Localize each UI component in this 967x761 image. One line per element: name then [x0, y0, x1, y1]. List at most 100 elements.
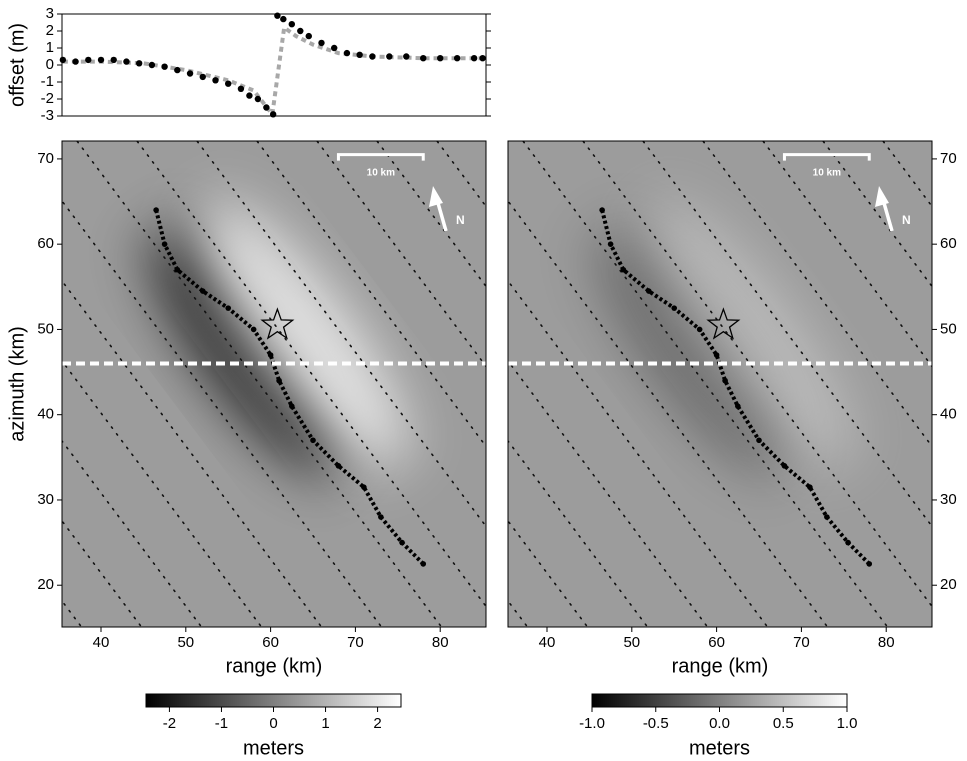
fault-point — [599, 207, 605, 213]
map-frame — [61, 140, 487, 628]
colorbar-tick-label: 0.5 — [773, 715, 794, 732]
colorbar-tick-label: 1.0 — [837, 715, 858, 732]
map-frame — [507, 140, 933, 628]
scale-bar-label: 10 km — [813, 167, 841, 178]
track-dots — [508, 279, 769, 627]
y-tick-label: 50 — [37, 320, 54, 337]
fault-point — [276, 377, 282, 384]
fault-point — [722, 377, 728, 384]
fault-point — [607, 241, 614, 247]
colorbar-tick-label: -1.0 — [579, 715, 605, 732]
colorbar-tick-label: -1 — [215, 715, 228, 732]
track-dots — [62, 199, 383, 627]
fault-point — [420, 561, 427, 567]
colorbar-tick-label: -2 — [163, 715, 176, 732]
offset-point — [386, 53, 393, 60]
fault-point — [781, 463, 788, 469]
y-tick-label: 40 — [37, 406, 54, 423]
offset-point — [72, 58, 79, 65]
deformation-high — [199, 204, 406, 466]
x-tick-label: 80 — [432, 634, 449, 651]
track-dots — [508, 359, 709, 627]
y-tick-label: 70 — [940, 150, 957, 167]
x-tick-label: 70 — [793, 634, 810, 651]
y-tick-label: 2 — [46, 22, 54, 39]
offset-point — [297, 27, 304, 35]
fault-point — [845, 539, 851, 546]
offset-point — [470, 55, 478, 62]
x-tick-label: 50 — [177, 634, 194, 651]
track-dots — [76, 141, 443, 627]
fault-point — [807, 484, 813, 490]
y-tick-label: -3 — [41, 107, 54, 124]
track-dots — [702, 141, 932, 448]
colorbar-tick-label: 1 — [321, 715, 329, 732]
fault-point — [756, 437, 762, 444]
y-tick-label: 40 — [940, 406, 957, 423]
fault-point — [866, 561, 873, 567]
offset-point — [186, 70, 194, 77]
scale-bar — [336, 153, 425, 161]
plot-frame — [61, 13, 487, 117]
north-arrow — [882, 202, 894, 232]
colorbar-tick-label: 2 — [373, 715, 381, 732]
x-tick-label: 60 — [708, 634, 725, 651]
fault-point — [174, 266, 181, 273]
fault-point — [620, 266, 627, 273]
offset-point — [246, 92, 253, 99]
track-dots — [928, 121, 967, 681]
offset-point — [212, 77, 219, 84]
epicenter-star — [706, 307, 741, 340]
offset-point — [254, 95, 262, 103]
y-tick-label: -1 — [41, 73, 54, 90]
y-axis-label: azimuth (km) — [6, 326, 28, 442]
fault-point — [199, 288, 206, 294]
y-tick-label: 20 — [37, 576, 54, 593]
fault-point — [335, 463, 342, 469]
fault-point — [713, 352, 720, 358]
fault-point — [824, 514, 830, 520]
fault-point — [153, 207, 159, 213]
x-tick-label: 40 — [93, 634, 110, 651]
y-axis-label: offset (m) — [6, 23, 28, 107]
x-tick-label: 40 — [539, 634, 556, 651]
offset-point — [148, 61, 156, 69]
y-tick-label: 60 — [940, 235, 957, 252]
fault-point — [250, 326, 257, 333]
map-image: 10 km N — [62, 141, 486, 627]
offset-point — [274, 12, 281, 19]
offset-point — [356, 51, 363, 58]
epicenter-star — [260, 307, 295, 340]
colorbar — [145, 693, 402, 708]
track-dots — [642, 141, 932, 528]
colorbar — [591, 693, 848, 708]
x-tick-label: 80 — [878, 634, 895, 651]
y-tick-label: 70 — [37, 150, 54, 167]
north-arrow — [436, 202, 448, 232]
offset-point — [479, 55, 486, 62]
offset-point — [420, 55, 427, 62]
north-label: N — [456, 213, 465, 227]
offset-point — [161, 63, 168, 70]
colorbar-tick-label: 0 — [269, 715, 277, 732]
fault-point — [161, 241, 168, 247]
offset-point — [318, 39, 325, 47]
fault-point — [310, 437, 316, 444]
y-tick-label: 50 — [940, 320, 957, 337]
offset-point — [123, 58, 130, 65]
offset-point — [135, 60, 143, 67]
offset-point — [237, 85, 245, 93]
track-dots — [196, 141, 486, 528]
fault-point — [378, 514, 384, 520]
offset-point — [269, 111, 277, 118]
y-tick-label: -2 — [41, 90, 54, 107]
x-tick-label: 50 — [623, 634, 640, 651]
track-dots — [136, 141, 486, 608]
y-tick-label: 3 — [46, 5, 54, 22]
x-tick-label: 60 — [262, 634, 279, 651]
fault-point — [267, 352, 274, 358]
fault-point — [671, 305, 678, 311]
offset-point — [437, 55, 444, 62]
y-tick-label: 20 — [940, 576, 957, 593]
